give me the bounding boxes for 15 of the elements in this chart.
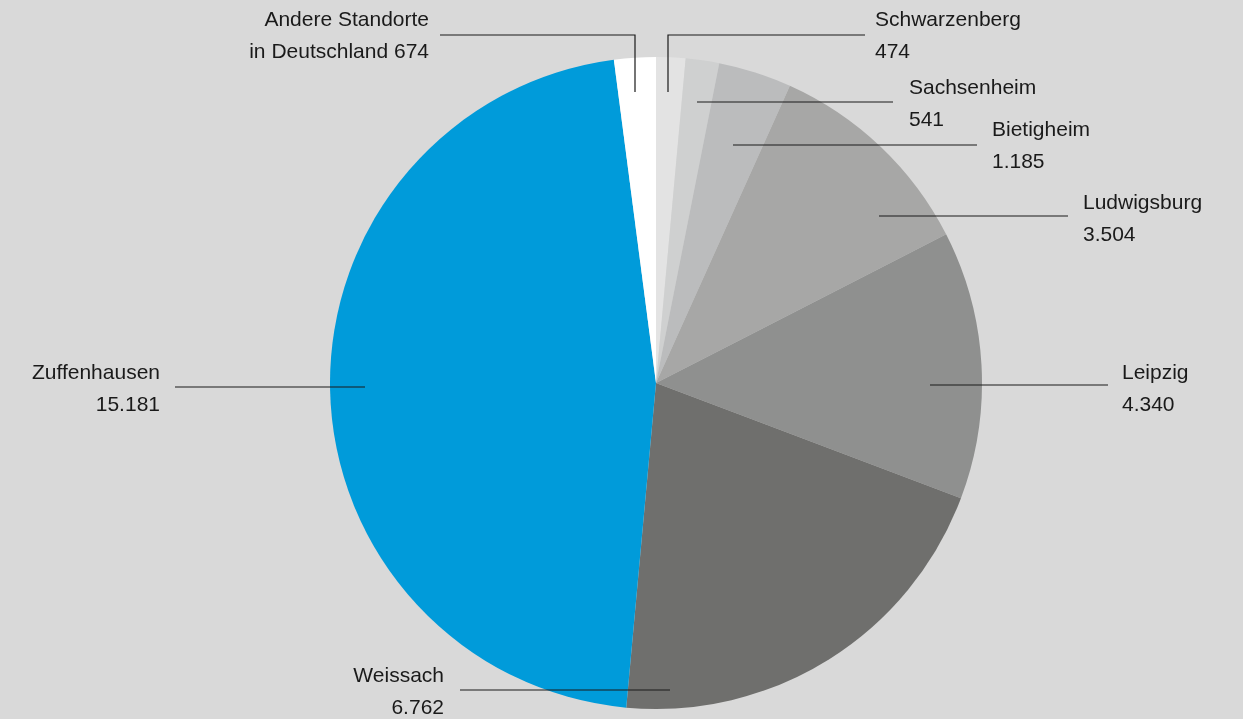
data-label: 474 — [875, 38, 911, 62]
slice-label: Andere Standorte in Deutschland 674 — [249, 6, 430, 62]
data-label: 15.181 — [95, 391, 160, 415]
data-label: 541 — [909, 106, 945, 130]
slice-label: Zuffenhausen — [31, 359, 160, 383]
data-label: 6.762 — [391, 694, 444, 718]
slice-label: Ludwigsburg — [1083, 189, 1203, 213]
slice-label: Schwarzenberg — [875, 6, 1021, 30]
data-label: 4.340 — [1122, 391, 1175, 415]
slice-label: Leipzig — [1122, 359, 1189, 383]
slice-label: Weissach — [353, 662, 444, 686]
data-label: 3.504 — [1083, 221, 1136, 245]
slice-label: Bietigheim — [992, 116, 1091, 140]
slice-label: Sachsenheim — [909, 74, 1037, 98]
data-label: 1.185 — [992, 148, 1045, 172]
